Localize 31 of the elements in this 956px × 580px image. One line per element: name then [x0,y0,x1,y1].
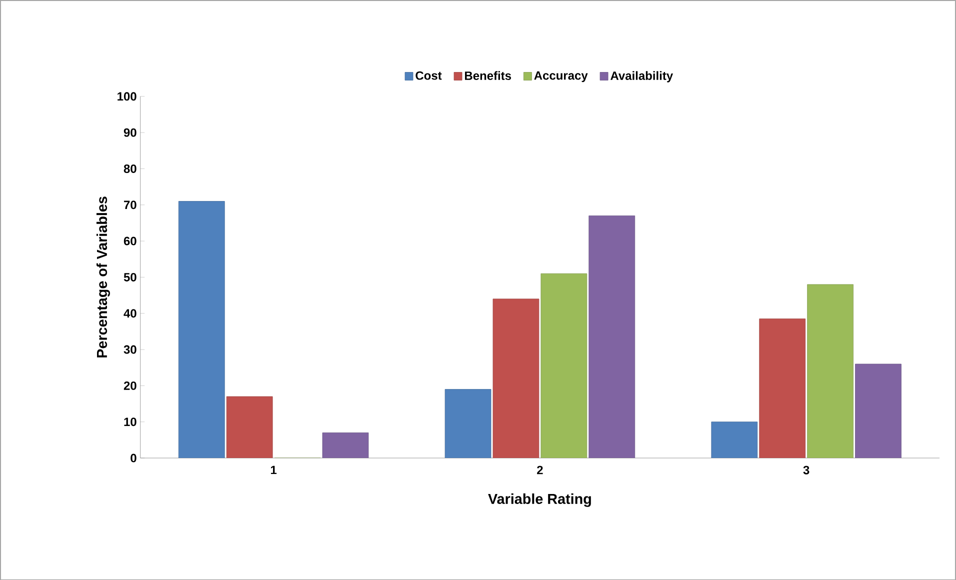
bar [588,215,636,458]
y-tick-label: 0 [130,454,136,462]
bar [759,318,806,458]
bar [807,284,854,458]
bar [226,396,273,458]
legend-label: Benefits [465,70,512,80]
legend-label: Cost [416,71,442,80]
bar [711,421,758,458]
legend-label: Accuracy [534,71,588,82]
y-tick-label: 10 [124,417,136,426]
bar [178,200,225,458]
y-tick-label: 50 [124,272,136,282]
y-axis-title: Percentage of Variables [96,196,110,358]
x-tick-label: 3 [803,466,810,474]
x-axis-title: Variable Rating [488,493,591,507]
y-tick-label: 80 [124,164,136,173]
bar [540,273,588,458]
legend-label: Availability [610,70,674,82]
y-tick-label: 70 [124,200,136,209]
y-tick-label: 90 [124,128,136,137]
bar [322,432,369,458]
y-tick-label: 40 [124,308,136,318]
y-tick-label: 100 [118,92,136,100]
bar [444,388,492,458]
y-tick-label: 60 [124,236,136,246]
y-tick-label: 30 [124,345,136,354]
x-tick-label: 1 [270,466,277,474]
x-tick-label: 2 [537,466,543,474]
bar [492,298,540,458]
y-tick-label: 20 [124,381,136,390]
bar [855,364,902,458]
